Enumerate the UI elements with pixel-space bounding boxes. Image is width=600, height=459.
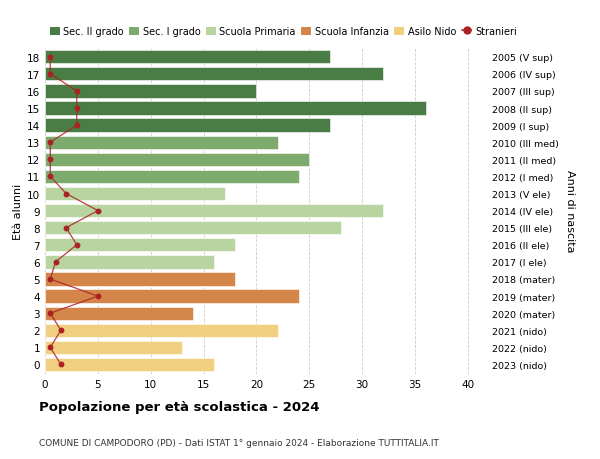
Bar	[45, 51, 331, 64]
Text: COMUNE DI CAMPODORO (PD) - Dati ISTAT 1° gennaio 2024 - Elaborazione TUTTITALIA.: COMUNE DI CAMPODORO (PD) - Dati ISTAT 1°…	[39, 438, 439, 448]
Point	[72, 241, 82, 249]
Point	[93, 293, 103, 300]
Bar	[45, 187, 225, 201]
Point	[72, 122, 82, 129]
Bar	[45, 119, 331, 133]
Point	[46, 139, 55, 146]
Point	[46, 310, 55, 317]
Bar	[45, 85, 256, 98]
Point	[56, 361, 65, 369]
Bar	[45, 68, 383, 81]
Point	[72, 105, 82, 112]
Bar	[45, 205, 383, 218]
Point	[46, 174, 55, 181]
Bar	[45, 102, 425, 115]
Bar	[45, 273, 235, 286]
Point	[72, 88, 82, 95]
Bar	[45, 256, 214, 269]
Point	[46, 344, 55, 351]
Bar	[45, 222, 341, 235]
Point	[46, 156, 55, 163]
Point	[46, 71, 55, 78]
Point	[51, 259, 61, 266]
Bar	[45, 153, 309, 167]
Bar	[45, 239, 235, 252]
Point	[61, 190, 71, 198]
Bar	[45, 324, 278, 337]
Y-axis label: Età alunni: Età alunni	[13, 183, 23, 239]
Point	[93, 207, 103, 215]
Y-axis label: Anni di nascita: Anni di nascita	[565, 170, 575, 252]
Bar	[45, 290, 299, 303]
Bar	[45, 307, 193, 320]
Point	[46, 54, 55, 61]
Text: Popolazione per età scolastica - 2024: Popolazione per età scolastica - 2024	[39, 400, 320, 413]
Point	[56, 327, 65, 334]
Bar	[45, 358, 214, 371]
Point	[61, 224, 71, 232]
Point	[46, 276, 55, 283]
Bar	[45, 136, 278, 150]
Bar	[45, 170, 299, 184]
Legend: Sec. II grado, Sec. I grado, Scuola Primaria, Scuola Infanzia, Asilo Nido, Stran: Sec. II grado, Sec. I grado, Scuola Prim…	[50, 27, 517, 37]
Bar	[45, 341, 182, 354]
